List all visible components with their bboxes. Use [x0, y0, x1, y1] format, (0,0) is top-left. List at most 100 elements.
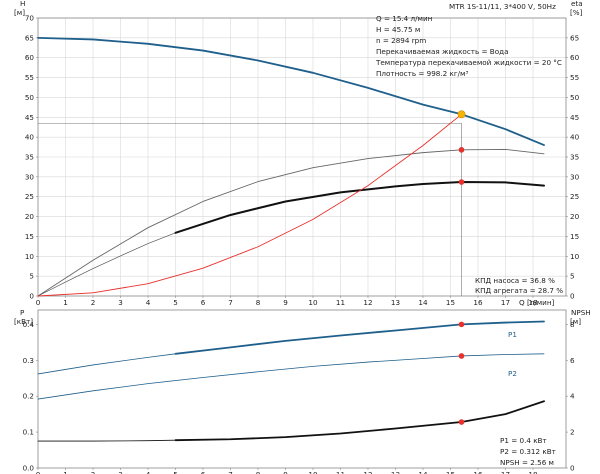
y2-tick-label: 15 [570, 232, 579, 241]
x-tick-label: 10 [308, 298, 318, 307]
y2-tick-label: 65 [570, 33, 579, 42]
grid-layer [38, 17, 566, 296]
series-line-P2 [37, 353, 545, 400]
x-tick-label: 5 [173, 298, 178, 307]
info-line-liquid: Перекачиваемая жидкость = Вода [376, 47, 509, 56]
x-tick-label: 13 [391, 298, 400, 307]
x-tick-label: 9 [283, 298, 288, 307]
series-line-NPSH [174, 400, 545, 442]
series-line-eta_unit_thin [37, 232, 176, 297]
y2-tick-label: 8 [570, 320, 575, 329]
x-tick-label: 16 [473, 470, 483, 474]
operating-point-marker [458, 321, 465, 328]
y-tick-label: 0.4 [23, 320, 35, 329]
y2-tick-label: 50 [570, 93, 580, 102]
y-tick-label: 0.0 [23, 464, 35, 473]
y-tick-label: 10 [25, 252, 35, 261]
y-tick-label: 55 [25, 73, 34, 82]
y2-axis-title: [%] [570, 8, 583, 17]
duty-point-marker [457, 110, 466, 119]
x-tick-label: 1 [63, 298, 68, 307]
x-tick-label: 9 [283, 470, 288, 474]
y-tick-label: 35 [25, 153, 34, 162]
x-tick-label: 3 [118, 298, 123, 307]
y2-tick-label: 40 [570, 133, 580, 142]
y-tick-label: 40 [25, 133, 35, 142]
x-tick-label: 18 [528, 470, 538, 474]
y2-tick-label: 30 [570, 172, 580, 181]
y2-tick-label: 20 [570, 212, 580, 221]
y2-tick-label: 10 [570, 252, 580, 261]
series-line-eta_pump [37, 149, 545, 297]
x-tick-label: 2 [91, 298, 96, 307]
y2-tick-label: 0 [570, 292, 575, 301]
p1-series-label: P1 [508, 330, 517, 339]
x-tick-label: 18 [528, 298, 538, 307]
series-line-P1_bold [174, 320, 545, 355]
x-tick-label: 14 [418, 470, 428, 474]
x-tick-label: 3 [118, 470, 123, 474]
y2-axis-title: [м] [570, 317, 581, 326]
y2-tick-label: 45 [570, 113, 579, 122]
x-tick-label: 12 [363, 470, 372, 474]
info-line-head: H = 45.75 м [376, 25, 420, 34]
x-axis-title: Q [л/мин] [519, 298, 555, 307]
y-tick-label: 0 [29, 292, 34, 301]
info-line-flow: Q = 15.4 л/мин [376, 14, 433, 23]
x-tick-label: 12 [363, 298, 372, 307]
x-tick-label: 15 [446, 470, 455, 474]
x-tick-label: 2 [91, 470, 96, 474]
series-line-P1 [37, 353, 176, 375]
x-tick-label: 7 [228, 298, 233, 307]
x-tick-label: 17 [501, 298, 510, 307]
x-tick-label: 14 [418, 298, 428, 307]
y2-tick-label: 4 [570, 392, 575, 401]
series-line-NPSH_thin [37, 439, 176, 442]
y2-tick-label: 35 [570, 153, 579, 162]
y2-axis-title: eta [571, 0, 583, 8]
npsh-value-label: NPSH = 2.56 м [500, 458, 554, 467]
x-tick-label: 5 [173, 470, 178, 474]
operating-point-marker [458, 147, 465, 153]
info-line-speed: n = 2894 rpm [376, 36, 426, 45]
y2-tick-label: 0 [570, 464, 575, 473]
x-tick-label: 11 [336, 298, 345, 307]
y-axis-title: P [20, 308, 25, 317]
chart-title: MTR 1S-11/11, 3*400 V, 50Hz [449, 2, 556, 11]
y-tick-label: 5 [29, 272, 34, 281]
x-tick-label: 4 [146, 470, 151, 474]
y-tick-label: 0.1 [23, 428, 34, 437]
y-tick-label: 70 [25, 14, 35, 23]
y2-tick-label: 2 [570, 428, 575, 437]
operating-point-marker [458, 353, 465, 359]
x-tick-label: 0 [36, 470, 41, 474]
y-tick-label: 60 [25, 53, 35, 62]
series-line-system [37, 113, 462, 297]
x-tick-label: 6 [201, 298, 206, 307]
x-tick-label: 7 [228, 470, 233, 474]
y2-tick-label: 55 [570, 73, 579, 82]
y-axis-title: H [20, 0, 25, 8]
labels-layer: MTR 1S-11/11, 3*400 V, 50Hz Q = 15.4 л/м… [14, 0, 591, 474]
x-tick-label: 8 [256, 298, 261, 307]
p2-series-label: P2 [508, 369, 517, 378]
series-line-H [37, 36, 545, 146]
x-tick-label: 13 [391, 470, 400, 474]
x-tick-label: 10 [308, 470, 318, 474]
y2-tick-label: 25 [570, 192, 579, 201]
y-tick-label: 50 [25, 93, 35, 102]
y-axis-title: [м] [14, 8, 25, 17]
operating-point-marker [458, 179, 465, 185]
y2-tick-label: 60 [570, 53, 580, 62]
y-tick-label: 0.2 [23, 392, 34, 401]
info-line-density: Плотность = 998.2 кг/м³ [376, 69, 468, 78]
axes-layer [36, 17, 568, 470]
x-tick-label: 17 [501, 470, 510, 474]
x-tick-label: 0 [36, 298, 41, 307]
x-tick-label: 8 [256, 470, 261, 474]
power-p1-label: P1 = 0.4 кВт [500, 436, 547, 445]
y2-tick-label: 6 [570, 356, 575, 365]
markers-layer [457, 110, 466, 425]
y-tick-label: 45 [25, 113, 34, 122]
pump-efficiency-label: КПД насоса = 36.8 % [475, 276, 555, 285]
